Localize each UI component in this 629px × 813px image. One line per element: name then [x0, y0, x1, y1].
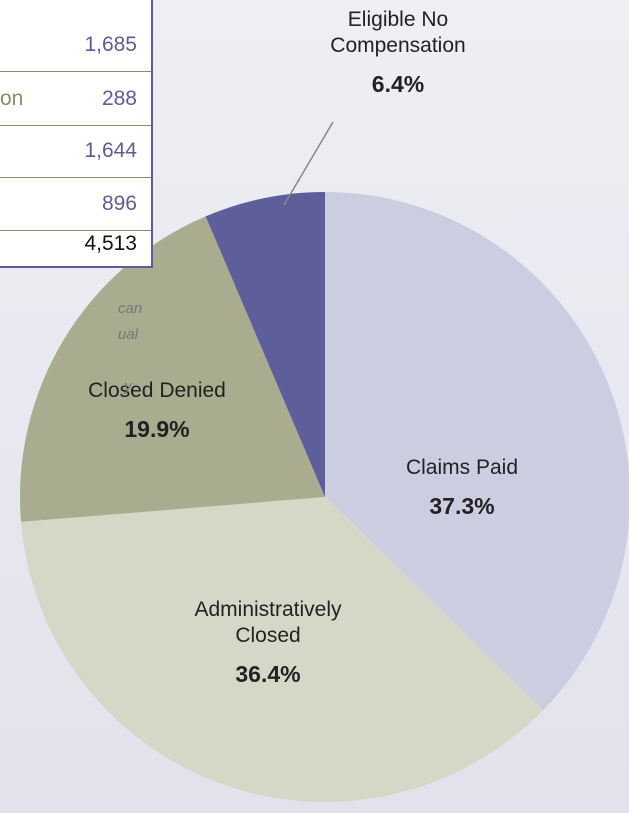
- table-row: 4,513: [0, 220, 151, 268]
- slice-label: Claims Paid 37.3%: [387, 455, 537, 519]
- pie-slice: [205, 192, 325, 497]
- slice-label: Closed Denied 19.9%: [67, 378, 247, 442]
- row-value: 288: [101, 86, 137, 110]
- row-value: 1,685: [84, 32, 137, 56]
- row-value: 1,644: [84, 138, 137, 162]
- note-text: y: [124, 378, 132, 395]
- percent-label: 6.4%: [371, 71, 425, 97]
- table-row: 1,644: [0, 124, 151, 178]
- percent-label: 37.3%: [429, 493, 495, 519]
- table-row: on 288: [0, 72, 151, 126]
- table-row: 896: [0, 177, 151, 231]
- table: 1,685 on 288 1,644 896 4,513: [0, 0, 153, 268]
- note-text: ual: [118, 326, 139, 343]
- slice-label: Administratively Closed 36.4%: [183, 597, 353, 687]
- pie-slice: [21, 497, 544, 802]
- table-row: 1,685: [0, 18, 151, 72]
- note-text: can: [118, 300, 143, 317]
- slice-label: Eligible No Compensation 6.4%: [323, 7, 473, 97]
- row-label: on: [0, 86, 24, 110]
- pie-slice: [325, 192, 629, 710]
- row-value: 896: [101, 191, 137, 215]
- pie-slice: [20, 216, 325, 522]
- category-label: Eligible No Compensation: [330, 8, 466, 57]
- category-label: Closed Denied: [88, 379, 226, 402]
- category-label: Administratively Closed: [194, 598, 342, 647]
- row-value: 4,513: [84, 232, 137, 255]
- leader-line: [283, 121, 334, 206]
- percent-label: 36.4%: [235, 661, 301, 687]
- category-label: Claims Paid: [405, 456, 519, 479]
- percent-label: 19.9%: [124, 416, 190, 442]
